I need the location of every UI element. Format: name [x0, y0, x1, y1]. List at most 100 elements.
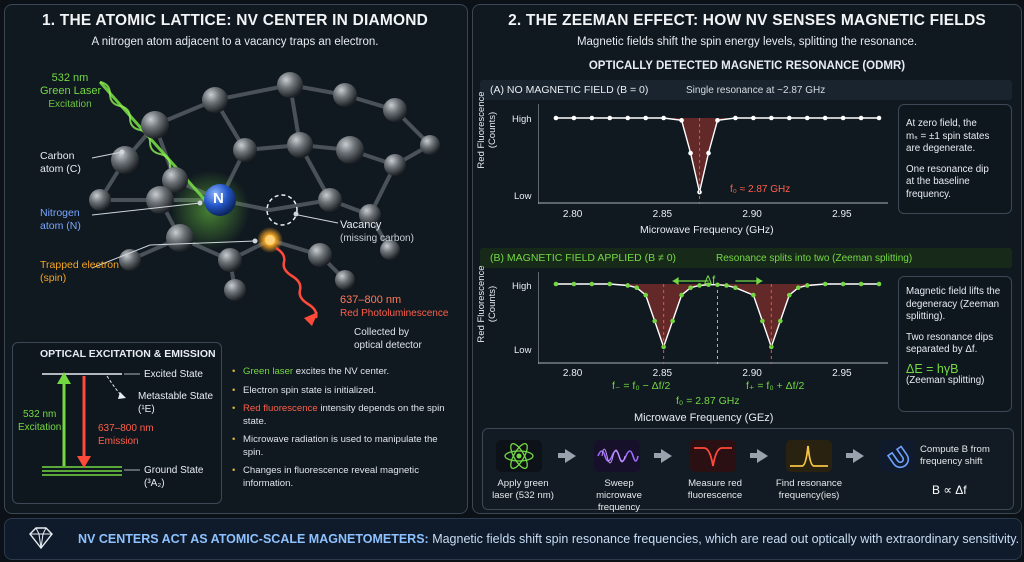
x-tick-label: 2.95 — [832, 209, 852, 220]
series-line — [555, 283, 879, 350]
right-subtitle: Magnetic fields shift the spin energy le… — [576, 36, 918, 48]
data-point — [751, 292, 756, 298]
data-point — [876, 281, 882, 287]
data-point — [688, 150, 693, 156]
excited-state-label: Excited State — [144, 369, 203, 380]
x-tick-label: 2.80 — [562, 368, 583, 379]
data-point — [643, 115, 648, 121]
step-5-label: Compute B from frequency shift — [920, 444, 990, 467]
data-point — [778, 318, 783, 324]
delta-f-label: Δf — [704, 273, 716, 287]
series-line — [555, 117, 879, 193]
right-title: 2. THE ZEEMAN EFFECT: HOW NV SENSES MAGN… — [508, 12, 986, 29]
data-point — [858, 281, 864, 287]
data-point — [634, 285, 640, 290]
list-item: Electron spin state is initialized. — [232, 385, 458, 398]
data-point — [553, 115, 559, 121]
metastable-state-label: Metastable State (¹E) — [138, 391, 214, 415]
workflow-box — [482, 428, 1014, 510]
data-point — [697, 283, 702, 288]
data-point — [679, 118, 684, 123]
resonance-peak-icon — [786, 440, 832, 472]
b-proportional-label: B ∝ Δf — [932, 483, 967, 497]
x-tick-label: 2.85 — [652, 368, 673, 379]
arrow-icon — [565, 449, 576, 463]
list-item: Changes in fluorescence reveal magnetic … — [232, 465, 458, 490]
chart-a-y-high: High — [512, 114, 532, 125]
data-point — [733, 285, 738, 290]
data-point — [822, 281, 828, 287]
data-point — [751, 115, 756, 121]
x-tick-label: 2.80 — [562, 209, 583, 220]
energy-level-diagram — [42, 372, 140, 476]
data-point — [652, 318, 657, 324]
x-tick-label: 2.95 — [832, 368, 852, 379]
data-point — [589, 115, 595, 121]
nitrogen-symbol: N — [213, 190, 224, 207]
data-point — [840, 281, 846, 287]
data-point — [571, 281, 577, 287]
chart-a-y-low: Low — [514, 191, 532, 202]
section-a-note: Single resonance at ~2.87 GHz — [686, 85, 826, 96]
arrow-icon — [661, 449, 672, 463]
data-point — [840, 115, 846, 121]
list-item: Red fluorescence intensity depends on th… — [232, 403, 458, 428]
step-2-label: Sweep microwave frequency — [596, 478, 642, 513]
data-point — [607, 281, 613, 287]
section-b-header — [480, 248, 1012, 268]
chart-a-f0-label: f₀ ≈ 2.87 GHz — [730, 184, 791, 195]
carbon-atoms — [89, 72, 440, 301]
info-b-text: Magnetic field lifts the degeneracy (Zeem… — [906, 286, 1001, 386]
data-point — [625, 115, 631, 121]
left-subtitle: A nitrogen atom adjacent to a vacancy tr… — [91, 36, 379, 48]
data-point — [670, 318, 675, 324]
data-point — [733, 115, 738, 121]
list-item: Microwave radiation is used to manipulat… — [232, 434, 458, 459]
step-1-label: Apply green laser (532 nm) — [492, 478, 554, 501]
excitation-arrow-label: 532 nm Excitation — [18, 409, 62, 433]
data-point — [589, 281, 595, 287]
energy-level-box — [12, 342, 222, 504]
data-point — [643, 292, 648, 298]
detector-label: Collected by optical detector — [354, 327, 422, 351]
left-title: 1. THE ATOMIC LATTICE: NV CENTER IN DIAM… — [41, 12, 429, 29]
info-a-text: At zero field, the mₛ = ±1 spin states are… — [906, 118, 990, 200]
f0-b-label: f₀ = 2.87 GHz — [676, 395, 740, 407]
data-point — [706, 282, 711, 288]
footer-text: NV CENTERS ACT AS ATOMIC-SCALE MAGNETOME… — [78, 532, 1020, 546]
data-point — [876, 115, 882, 121]
microwave-wave-icon — [594, 440, 640, 472]
chart-a-odmr-zero-field — [538, 104, 888, 204]
explanation-list: Green laser excites the NV center. Elect… — [232, 366, 458, 496]
arrow-icon — [853, 449, 864, 463]
data-point — [786, 292, 792, 298]
fluorescence-dip-icon — [690, 440, 736, 472]
data-point — [724, 283, 729, 288]
x-tick-label: 2.90 — [742, 368, 762, 379]
x-tick-label: 2.85 — [652, 209, 673, 220]
chart-b-odmr-applied-field — [538, 272, 888, 364]
data-point — [795, 285, 801, 290]
step-3-label: Measure red fluorescence — [687, 478, 743, 501]
data-point — [858, 115, 864, 121]
data-point — [607, 115, 613, 121]
arrow-icon — [757, 449, 768, 463]
data-point — [679, 292, 684, 298]
laser-label: 532 nm Green Laser Excitation — [40, 72, 102, 110]
green-laser-wave — [99, 81, 181, 179]
data-point — [553, 281, 559, 287]
info-box-a — [898, 104, 1012, 214]
data-point — [688, 285, 693, 290]
data-point — [822, 115, 828, 121]
emission-label: 637–800 nm Red Photoluminescence — [340, 294, 449, 319]
data-point — [804, 115, 810, 121]
delta-f-arrow-right — [756, 277, 763, 285]
footer-banner — [4, 518, 1022, 560]
chart-b-y-high: High — [512, 281, 532, 292]
emission-arrow-label: 637–800 nm Emission — [98, 423, 154, 447]
electron-label: Trapped electron (spin) — [40, 259, 119, 284]
x-tick-label: 2.90 — [742, 209, 762, 220]
delta-f-arrow-left — [672, 277, 679, 285]
vacancy-site — [266, 194, 298, 226]
nitrogen-atom — [204, 184, 236, 216]
